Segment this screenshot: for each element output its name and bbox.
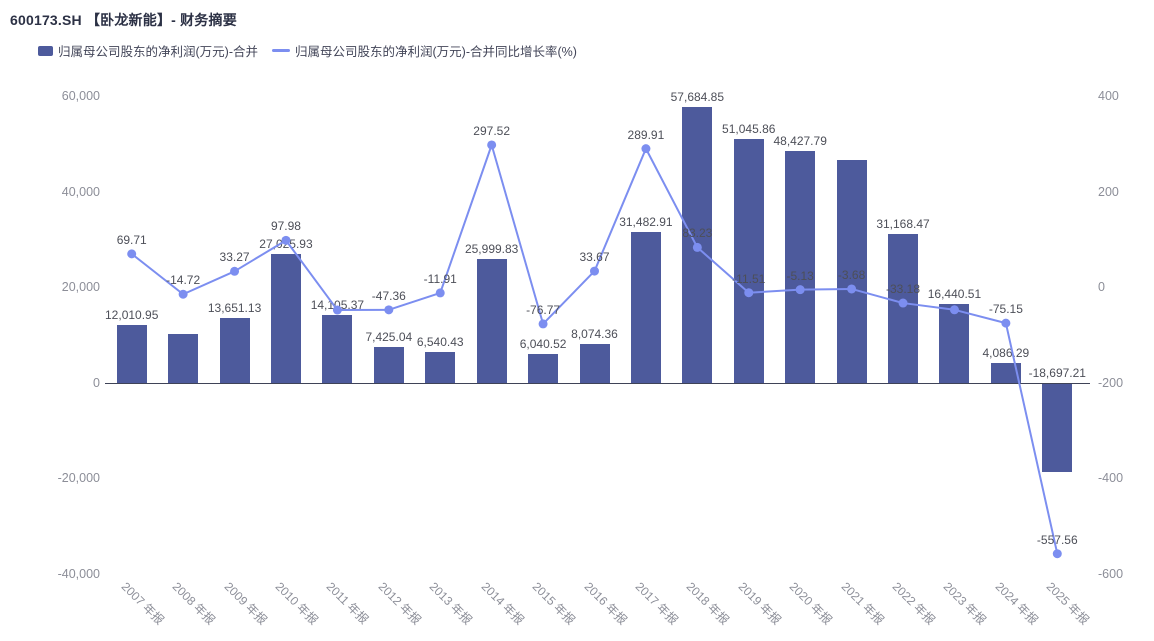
line-label-2022: -33.18 <box>886 282 921 297</box>
line-label-2013: -11.91 <box>423 271 457 286</box>
bar-2024[interactable] <box>990 363 1021 383</box>
bar-2008[interactable] <box>168 333 199 383</box>
bar-2012[interactable] <box>373 347 404 383</box>
bar-label-2014: 25,999.83 <box>464 241 519 256</box>
point-2014[interactable] <box>487 140 497 150</box>
y-left-tick--20000: -20,000 <box>57 471 100 486</box>
bar-label-2015: 6,040.52 <box>519 336 567 351</box>
bar-2015[interactable] <box>528 353 559 383</box>
y-left-tick-0: 0 <box>93 375 100 390</box>
bar-label-2018: 57,684.85 <box>670 90 725 105</box>
bar-2010[interactable] <box>270 253 301 383</box>
bar-label-2025: -18,697.21 <box>1028 365 1086 380</box>
line-label-2009: 33.27 <box>219 250 250 265</box>
point-2018[interactable] <box>692 242 702 252</box>
bar-label-2007: 12,010.95 <box>105 308 159 323</box>
bar-2023[interactable] <box>939 304 970 383</box>
point-2022[interactable] <box>898 298 908 308</box>
y-right-tick-0: 0 <box>1098 280 1105 295</box>
point-2021[interactable] <box>847 284 857 294</box>
line-label-2021: -3.68 <box>837 267 866 282</box>
line-label-2007: 69.71 <box>116 232 147 247</box>
bar-2019[interactable] <box>733 138 764 383</box>
line-label-2018: 83.23 <box>682 226 713 241</box>
point-2008[interactable] <box>178 289 188 299</box>
page-title: 600173.SH 【卧龙新能】- 财务摘要 <box>10 12 237 28</box>
bar-label-2011: 14,105.37 <box>310 298 365 313</box>
bar-2011[interactable] <box>322 315 353 383</box>
bar-2007[interactable] <box>116 325 147 383</box>
bar-2020[interactable] <box>785 151 816 383</box>
legend-label-net-profit: 归属母公司股东的净利润(万元)-合并 <box>58 45 258 59</box>
point-2025[interactable] <box>1052 549 1062 559</box>
bar-2025[interactable] <box>1042 382 1073 473</box>
bar-label-2022: 31,168.47 <box>876 216 930 231</box>
bar-label-2012: 7,425.04 <box>365 330 413 345</box>
line-label-2020: -5.13 <box>786 268 814 283</box>
y-left-tick--40000: -40,000 <box>57 567 100 581</box>
point-2012[interactable] <box>384 305 394 315</box>
growth-line[interactable] <box>131 143 1059 554</box>
bar-label-2013: 6,540.43 <box>416 334 464 349</box>
bar-2017[interactable] <box>630 232 661 383</box>
legend-item-net-profit[interactable]: 归属母公司股东的净利润(万元)-合并 <box>38 41 258 60</box>
bar-2022[interactable] <box>888 233 919 383</box>
y-left-tick-40000: 40,000 <box>61 184 100 199</box>
y-right-tick-200: 200 <box>1098 184 1119 199</box>
line-series-swatch-icon <box>272 49 290 52</box>
point-2024[interactable] <box>1001 318 1011 328</box>
point-2011[interactable] <box>332 305 342 315</box>
y-right-tick--600: -600 <box>1098 567 1124 581</box>
point-2020[interactable] <box>795 285 805 295</box>
bar-label-2009: 13,651.13 <box>207 300 262 315</box>
bar-label-2017: 31,482.91 <box>619 215 673 230</box>
point-2010[interactable] <box>281 235 291 245</box>
y-left-tick-20000: 20,000 <box>61 280 100 295</box>
legend-label-growth-rate: 归属母公司股东的净利润(万元)-合并同比增长率(%) <box>295 45 577 59</box>
point-2019[interactable] <box>744 288 754 298</box>
bar-series-swatch-icon <box>38 45 53 56</box>
line-label-2016: 33.67 <box>579 250 610 265</box>
line-label-2014: 297.52 <box>473 123 511 138</box>
point-2023[interactable] <box>949 305 959 315</box>
legend-item-growth-rate[interactable]: 归属母公司股东的净利润(万元)-合并同比增长率(%) <box>272 41 577 60</box>
bar-label-2016: 8,074.36 <box>571 327 618 342</box>
bar-label-2020: 48,427.79 <box>773 134 827 149</box>
bar-label-2019: 51,045.86 <box>722 121 776 136</box>
point-2015[interactable] <box>538 319 548 329</box>
y-right-tick-400: 400 <box>1098 89 1119 103</box>
bar-2009[interactable] <box>219 317 250 383</box>
line-label-2017: 289.91 <box>627 127 665 142</box>
bar-2014[interactable] <box>476 258 507 383</box>
bar-2016[interactable] <box>579 344 610 383</box>
y-right-tick--200: -200 <box>1098 375 1124 390</box>
bar-label-2024: 4,086.29 <box>982 346 1030 361</box>
line-label-2010: 97.98 <box>270 219 301 234</box>
y-right-tick--400: -400 <box>1098 471 1124 486</box>
line-label-2019: -11.51 <box>732 271 766 286</box>
line-label-2008: -14.72 <box>166 273 201 288</box>
line-label-2025: -557.56 <box>1036 532 1078 547</box>
point-2007[interactable] <box>127 249 137 259</box>
bar-label-2023: 16,440.51 <box>927 287 982 302</box>
line-label-2012: -47.36 <box>371 288 406 303</box>
point-2009[interactable] <box>230 266 240 276</box>
point-2017[interactable] <box>641 144 651 154</box>
x-axis-line <box>105 383 1090 384</box>
line-label-2015: -76.77 <box>526 302 561 317</box>
bar-2013[interactable] <box>425 351 456 383</box>
legend: 归属母公司股东的净利润(万元)-合并 归属母公司股东的净利润(万元)-合并同比增… <box>38 41 577 60</box>
bar-2021[interactable] <box>836 159 867 383</box>
point-2013[interactable] <box>435 288 445 298</box>
line-label-2024: -75.15 <box>988 302 1023 317</box>
point-2016[interactable] <box>590 266 599 276</box>
y-left-tick-60000: 60,000 <box>61 89 100 103</box>
